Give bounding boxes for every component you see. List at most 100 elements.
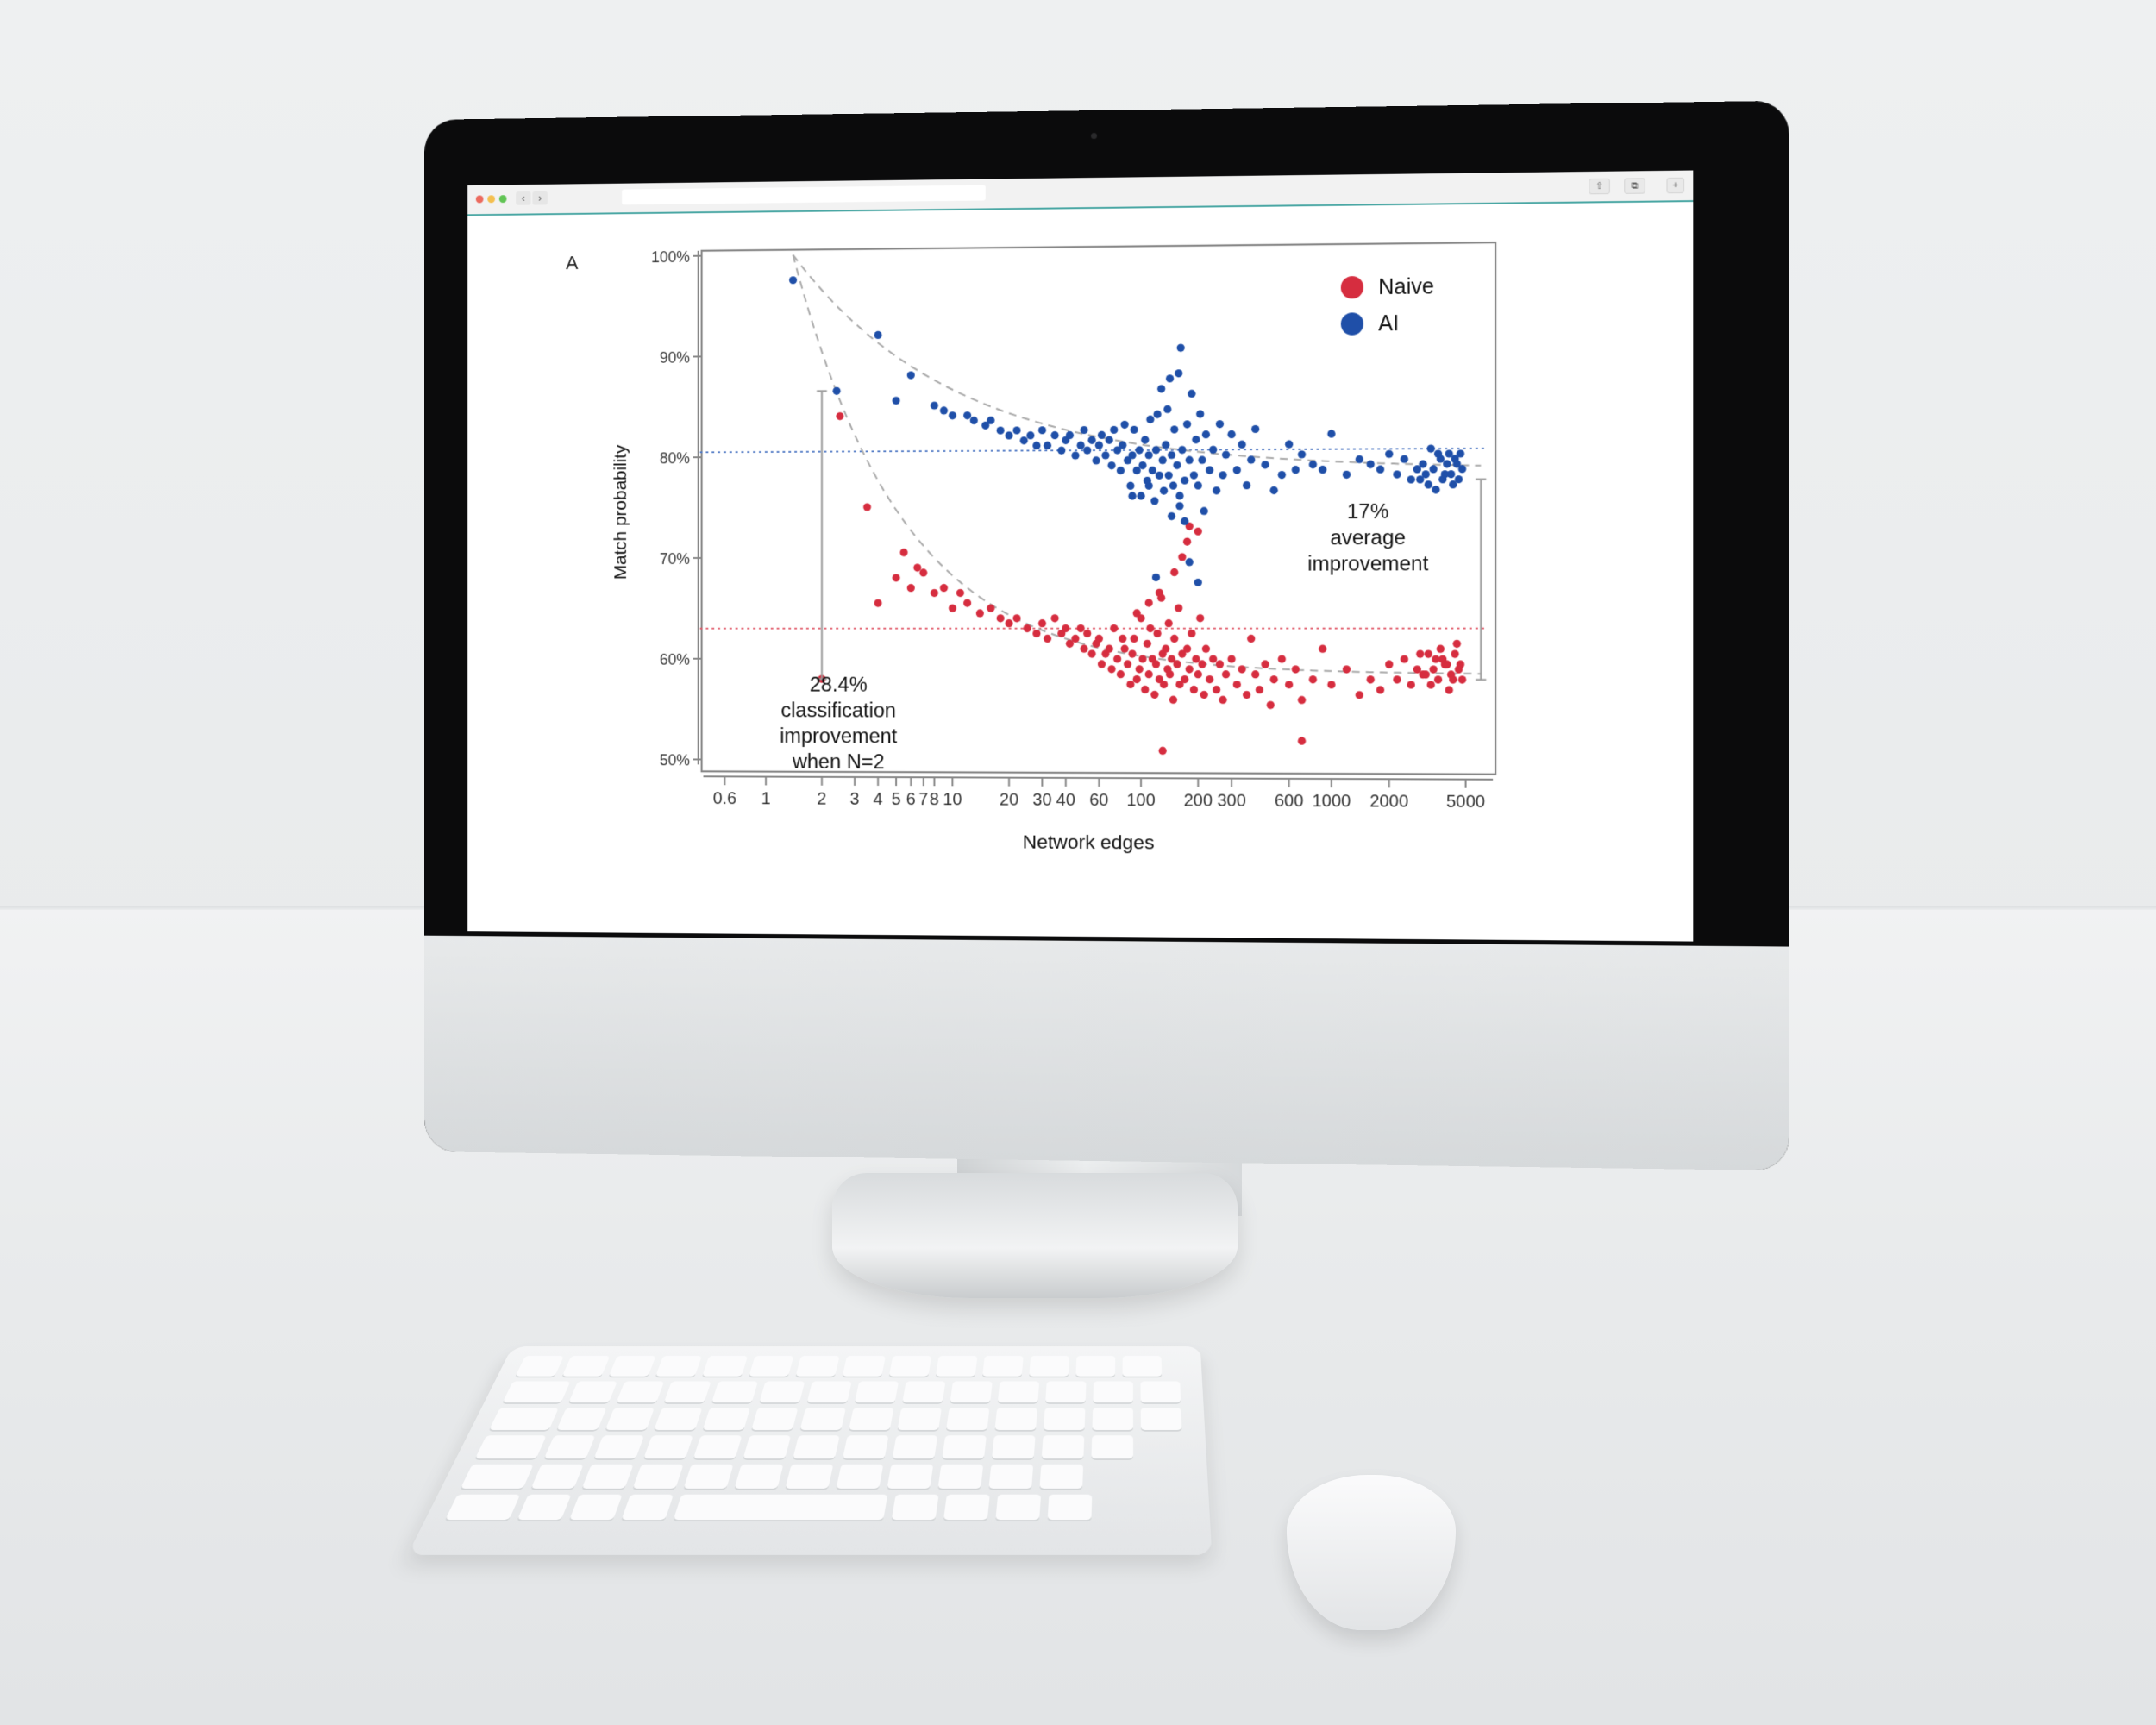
keyboard-key[interactable]: [655, 1356, 702, 1377]
keyboard-key[interactable]: [531, 1465, 584, 1489]
keyboard-key[interactable]: [568, 1381, 617, 1402]
tabs-icon[interactable]: ⧉: [1624, 178, 1645, 194]
naive-data-point: [1429, 666, 1437, 674]
keyboard-key[interactable]: [751, 1408, 798, 1430]
keyboard-key[interactable]: [1141, 1408, 1182, 1430]
naive-data-point: [1285, 681, 1293, 688]
keyboard-key[interactable]: [617, 1381, 665, 1402]
share-icon[interactable]: ⇧: [1589, 179, 1610, 195]
keyboard-row-6: [445, 1495, 1092, 1520]
keyboard-key[interactable]: [1039, 1465, 1083, 1489]
keyboard-key[interactable]: [1048, 1495, 1093, 1520]
keyboard-key[interactable]: [445, 1495, 520, 1520]
keyboard-key[interactable]: [562, 1356, 611, 1377]
keyboard-key[interactable]: [995, 1408, 1037, 1430]
keyboard-key[interactable]: [674, 1495, 888, 1520]
ai-data-point: [1083, 447, 1091, 455]
naive-data-point: [1194, 670, 1202, 678]
keyboard-key[interactable]: [503, 1381, 571, 1402]
naive-data-point: [1095, 635, 1103, 643]
naive-data-point: [1166, 670, 1174, 678]
keyboard-key[interactable]: [693, 1435, 743, 1458]
keyboard-key[interactable]: [855, 1381, 899, 1402]
legend: Naive AI: [1341, 275, 1434, 336]
keyboard-key[interactable]: [902, 1381, 945, 1402]
keyboard-key[interactable]: [950, 1381, 993, 1402]
keyboard-key[interactable]: [995, 1495, 1041, 1520]
keyboard-key[interactable]: [998, 1381, 1039, 1402]
keyboard-key[interactable]: [556, 1408, 606, 1430]
keyboard-key[interactable]: [544, 1435, 596, 1458]
keyboard-key[interactable]: [703, 1408, 750, 1430]
keyboard-key[interactable]: [461, 1465, 534, 1489]
address-bar[interactable]: [622, 185, 986, 205]
keyboard-key[interactable]: [889, 1356, 931, 1377]
keyboard-key[interactable]: [937, 1465, 983, 1489]
naive-data-point: [900, 549, 908, 556]
keyboard-key[interactable]: [898, 1408, 942, 1430]
keyboard-key[interactable]: [1042, 1435, 1085, 1458]
keyboard-key[interactable]: [800, 1408, 846, 1430]
keyboard-key[interactable]: [1029, 1356, 1069, 1377]
keyboard-key[interactable]: [892, 1495, 939, 1520]
keyboard-key[interactable]: [795, 1356, 839, 1377]
keyboard-key[interactable]: [609, 1356, 656, 1377]
chevron-left-icon[interactable]: ‹: [516, 191, 530, 205]
keyboard-key[interactable]: [1140, 1381, 1181, 1402]
keyboard-key[interactable]: [569, 1495, 623, 1520]
keyboard-key[interactable]: [702, 1356, 748, 1377]
keyboard-key[interactable]: [837, 1465, 884, 1489]
keyboard-key[interactable]: [807, 1381, 852, 1402]
keyboard-key[interactable]: [786, 1465, 834, 1489]
plus-icon[interactable]: +: [1666, 178, 1684, 194]
keyboard-key[interactable]: [1092, 1408, 1133, 1430]
keyboard-key[interactable]: [946, 1408, 989, 1430]
keyboard-key[interactable]: [1045, 1381, 1086, 1402]
maximize-window-button[interactable]: [499, 195, 507, 203]
keyboard-key[interactable]: [582, 1465, 634, 1489]
naive-data-point: [1401, 656, 1408, 663]
keyboard-key[interactable]: [982, 1356, 1024, 1377]
keyboard-key[interactable]: [605, 1408, 655, 1430]
keyboard-key[interactable]: [942, 1435, 987, 1458]
keyboard-key[interactable]: [593, 1435, 644, 1458]
keyboard-key[interactable]: [517, 1495, 572, 1520]
keyboard-key[interactable]: [743, 1435, 792, 1458]
minimize-window-button[interactable]: [487, 195, 495, 203]
keyboard-key[interactable]: [843, 1356, 886, 1377]
keyboard-key[interactable]: [1044, 1408, 1085, 1430]
close-window-button[interactable]: [476, 195, 484, 203]
keyboard-key[interactable]: [992, 1435, 1036, 1458]
keyboard-key[interactable]: [843, 1435, 889, 1458]
ai-data-point: [1168, 512, 1175, 520]
keyboard-key[interactable]: [1075, 1356, 1115, 1377]
keyboard-key[interactable]: [1091, 1435, 1133, 1458]
keyboard-key[interactable]: [684, 1465, 734, 1489]
keyboard-key[interactable]: [887, 1465, 933, 1489]
y-tick-label: 80%: [660, 449, 690, 467]
keyboard-key[interactable]: [654, 1408, 702, 1430]
keyboard-key[interactable]: [516, 1356, 565, 1377]
keyboard-key[interactable]: [759, 1381, 805, 1402]
keyboard-key[interactable]: [621, 1495, 674, 1520]
keyboard-key[interactable]: [988, 1465, 1033, 1489]
keyboard-key[interactable]: [633, 1465, 684, 1489]
keyboard[interactable]: [407, 1346, 1212, 1555]
keyboard-key[interactable]: [711, 1381, 758, 1402]
keyboard-key[interactable]: [849, 1408, 893, 1430]
keyboard-key[interactable]: [749, 1356, 793, 1377]
naive-data-point: [1062, 624, 1069, 632]
keyboard-key[interactable]: [1093, 1381, 1133, 1402]
keyboard-key[interactable]: [643, 1435, 693, 1458]
keyboard-key[interactable]: [893, 1435, 938, 1458]
keyboard-key[interactable]: [735, 1465, 784, 1489]
keyboard-key[interactable]: [943, 1495, 990, 1520]
keyboard-key[interactable]: [664, 1381, 711, 1402]
naive-data-point: [919, 568, 927, 576]
keyboard-key[interactable]: [936, 1356, 978, 1377]
keyboard-key[interactable]: [489, 1408, 559, 1430]
keyboard-key[interactable]: [793, 1435, 840, 1458]
keyboard-key[interactable]: [1123, 1356, 1163, 1377]
chevron-right-icon[interactable]: ›: [532, 191, 547, 205]
keyboard-key[interactable]: [475, 1435, 547, 1458]
